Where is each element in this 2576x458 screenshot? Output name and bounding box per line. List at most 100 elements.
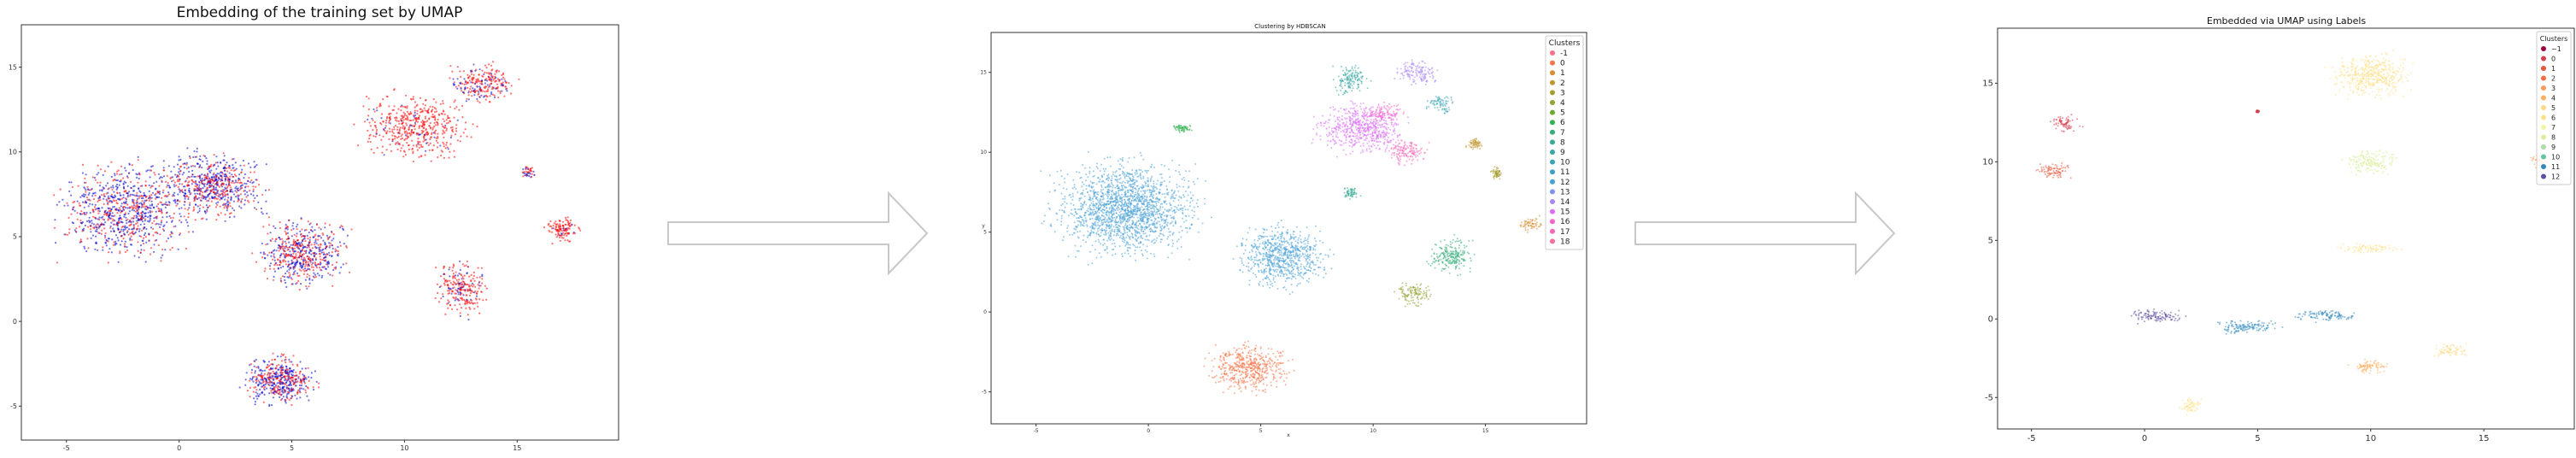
data-point <box>186 221 189 224</box>
data-point <box>332 238 335 240</box>
y-tick-label: 10 <box>9 148 17 156</box>
data-point <box>491 75 494 78</box>
data-point <box>120 165 123 167</box>
data-point <box>1122 235 1124 238</box>
data-point <box>1165 185 1168 187</box>
data-point <box>259 393 261 396</box>
data-point <box>194 219 197 221</box>
data-point <box>202 187 204 190</box>
data-point <box>331 251 333 254</box>
data-point <box>247 162 250 165</box>
data-point <box>543 226 546 229</box>
data-point <box>1191 209 1194 212</box>
data-point <box>416 120 419 123</box>
data-point <box>251 376 255 379</box>
data-point <box>293 382 296 385</box>
data-point <box>1134 179 1136 181</box>
data-point <box>1114 209 1117 211</box>
data-point <box>502 73 505 76</box>
data-point <box>450 134 453 137</box>
data-point <box>563 230 566 232</box>
data-point <box>403 127 406 130</box>
data-point <box>423 138 425 140</box>
data-point <box>1144 232 1147 235</box>
data-point <box>124 250 126 254</box>
data-point <box>186 147 189 150</box>
data-point <box>197 175 199 178</box>
data-point <box>1154 241 1156 244</box>
data-point <box>479 285 482 287</box>
data-point <box>239 193 242 196</box>
data-point <box>1115 170 1118 173</box>
data-point <box>267 232 269 235</box>
data-point <box>1112 249 1114 250</box>
data-point <box>449 304 452 307</box>
data-point <box>472 123 474 126</box>
data-point <box>257 395 260 397</box>
data-point <box>1152 195 1153 197</box>
data-point <box>268 392 271 395</box>
data-point <box>119 217 121 220</box>
data-point <box>1135 259 1137 261</box>
data-point <box>120 228 123 231</box>
data-point <box>314 241 316 244</box>
data-point <box>412 96 414 98</box>
data-point <box>1148 196 1151 197</box>
data-point <box>403 114 406 117</box>
data-point <box>414 128 416 131</box>
data-point <box>381 145 384 148</box>
data-point <box>1143 208 1145 210</box>
data-point <box>280 367 283 370</box>
data-point <box>441 123 443 126</box>
data-point <box>249 379 251 382</box>
data-point <box>173 166 175 168</box>
data-point <box>304 279 307 281</box>
data-point <box>116 237 119 239</box>
data-point <box>196 192 199 195</box>
data-point <box>1130 199 1133 202</box>
data-point <box>437 132 439 135</box>
data-point <box>1171 195 1173 197</box>
data-point <box>435 101 437 103</box>
data-point <box>95 235 97 238</box>
data-point <box>195 195 197 197</box>
data-point <box>113 241 115 244</box>
data-point <box>214 206 217 208</box>
data-point <box>1112 185 1114 187</box>
data-point <box>290 361 293 363</box>
data-point <box>126 207 129 209</box>
data-point <box>217 177 220 179</box>
data-point <box>229 190 232 192</box>
data-point <box>155 180 158 183</box>
data-point <box>1114 194 1117 197</box>
data-point <box>242 159 244 162</box>
data-point <box>490 82 493 85</box>
data-point <box>85 213 87 215</box>
data-point <box>1155 192 1158 195</box>
data-point <box>334 267 337 270</box>
data-point <box>269 267 272 270</box>
data-point <box>1110 226 1112 228</box>
data-point <box>1141 211 1142 214</box>
data-point <box>451 290 454 292</box>
data-point <box>207 189 209 191</box>
data-point <box>494 73 496 75</box>
data-point <box>72 208 74 211</box>
data-point <box>155 210 157 213</box>
data-point <box>308 274 311 277</box>
data-point <box>1099 170 1101 172</box>
data-point <box>227 201 230 203</box>
data-point <box>179 191 181 193</box>
data-point <box>396 112 398 114</box>
data-point <box>414 117 416 120</box>
data-point <box>145 170 148 173</box>
data-point <box>144 185 147 187</box>
data-point <box>1167 236 1170 238</box>
data-point <box>424 138 426 142</box>
data-point <box>217 195 220 197</box>
data-point <box>310 253 313 255</box>
data-point <box>82 193 85 196</box>
data-point <box>567 222 571 225</box>
data-point <box>290 396 293 399</box>
data-point <box>1064 206 1066 208</box>
